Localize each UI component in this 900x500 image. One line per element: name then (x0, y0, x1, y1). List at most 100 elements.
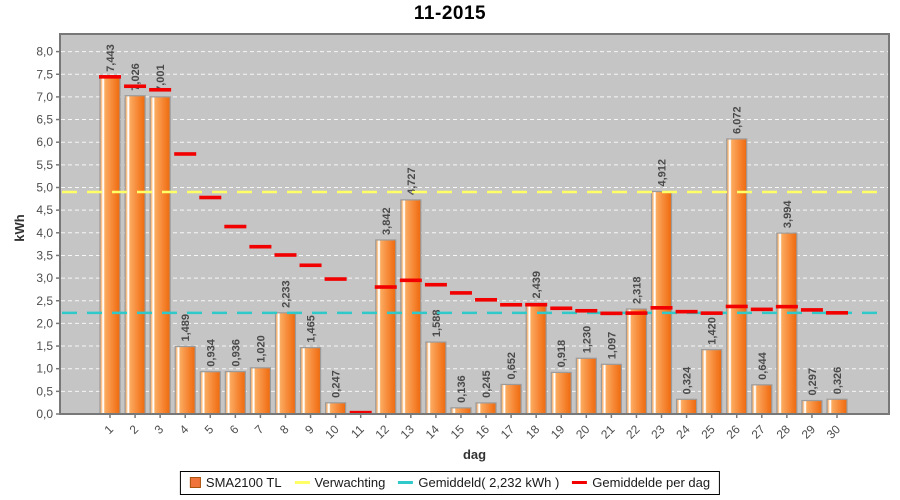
daily-average-marker-30 (826, 311, 849, 315)
daily-average-marker-9 (299, 263, 322, 268)
bar-value-label: 1,020 (255, 335, 267, 363)
bar-day-4 (174, 345, 196, 415)
daily-average-marker-19 (550, 306, 573, 311)
legend-item: Gemiddeld( 2,232 kWh ) (398, 475, 559, 490)
y-tick-label: 1,5 (36, 339, 53, 353)
x-tick-label: 21 (598, 422, 618, 442)
x-tick-label: 28 (774, 422, 794, 442)
bar-day-6 (224, 370, 246, 415)
bar-day-12 (375, 239, 397, 415)
y-tick-label: 7,0 (36, 90, 53, 104)
daily-average-marker-24 (675, 309, 698, 314)
daily-average-marker-8 (274, 253, 297, 257)
x-tick-label: 26 (724, 422, 744, 442)
daily-average-marker-23 (650, 306, 673, 310)
bar-value-label: 0,136 (456, 375, 468, 403)
bar-value-label: 1,420 (707, 317, 719, 345)
daily-average-marker-15 (449, 291, 472, 295)
legend-label: Verwachting (314, 475, 386, 490)
bar-day-14 (425, 341, 447, 415)
bar-day-16 (475, 402, 497, 415)
bar-day-17 (500, 383, 522, 415)
x-tick-label: 12 (373, 422, 393, 442)
bar-day-27 (751, 384, 773, 415)
x-tick-label: 3 (152, 422, 167, 437)
daily-average-marker-5 (199, 195, 222, 200)
daily-average-marker-1 (99, 75, 121, 79)
y-tick-label: 5,0 (36, 181, 53, 195)
plot-border (59, 33, 890, 415)
x-tick-label: 10 (322, 422, 342, 442)
y-tick-label: 7,5 (36, 67, 53, 81)
bar-day-1 (99, 76, 121, 415)
bar-day-24 (675, 398, 698, 415)
y-tick-label: 3,5 (36, 248, 53, 262)
bar-value-label: 0,324 (682, 366, 694, 394)
x-tick-label: 20 (573, 422, 593, 442)
x-tick-label: 17 (498, 422, 518, 442)
y-axis-label: kWh (12, 214, 27, 242)
bar-value-label: 6,072 (732, 106, 744, 134)
legend-marker-square (189, 477, 201, 488)
x-tick-label: 18 (523, 422, 543, 442)
daily-average-marker-11 (349, 410, 372, 415)
bar-day-28 (776, 232, 798, 415)
bar-value-label: 0,652 (506, 352, 518, 380)
legend-item: SMA2100 TL (189, 475, 282, 490)
y-tick-label: 0,0 (36, 407, 53, 421)
bar-day-25 (701, 349, 723, 415)
y-tick-label: 2,0 (36, 316, 53, 330)
y-tick-label: 1,0 (36, 362, 53, 376)
bar-day-10 (325, 402, 347, 415)
y-tick-label: 2,5 (36, 294, 53, 308)
bar-value-label: 2,439 (531, 271, 543, 299)
x-tick-label: 13 (398, 422, 418, 442)
daily-average-marker-4 (174, 152, 197, 156)
daily-average-marker-25 (700, 311, 723, 315)
bar-value-label: 7,001 (155, 64, 167, 92)
bar-day-9 (299, 347, 322, 415)
y-tick-label: 6,0 (36, 135, 53, 149)
bar-value-label: 3,994 (782, 200, 794, 228)
bar-day-22 (625, 308, 648, 415)
x-tick-label: 9 (302, 422, 317, 437)
daily-average-marker-3 (149, 87, 172, 92)
bar-value-label: 0,245 (481, 370, 493, 398)
bar-value-label: 1,588 (431, 310, 443, 338)
bar-day-26 (726, 138, 748, 415)
x-tick-label: 2 (127, 422, 142, 437)
x-tick-label: 4 (177, 422, 192, 437)
bar-day-2 (124, 95, 146, 415)
legend: SMA2100 TL Verwachting Gemiddeld( 2,232 kW… (179, 471, 721, 495)
x-tick-label: 14 (423, 422, 443, 442)
daily-average-marker-13 (399, 278, 422, 283)
daily-average-marker-12 (374, 285, 397, 289)
bar-value-label: 2,233 (280, 280, 292, 308)
bar-value-label: 0,644 (757, 351, 769, 379)
x-tick-label: 1 (101, 422, 116, 437)
x-tick-label: 8 (277, 422, 292, 437)
y-tick-label: 3,0 (36, 271, 53, 285)
bar-value-label: 3,842 (381, 207, 393, 235)
bar-value-label: 1,465 (306, 315, 318, 343)
bar-day-5 (199, 371, 221, 415)
bar-value-label: 0,936 (230, 339, 242, 367)
daily-average-marker-6 (224, 224, 247, 229)
y-tick-label: 0,5 (36, 384, 53, 398)
bar-value-label: 1,489 (180, 314, 192, 342)
daily-average-marker-16 (475, 297, 498, 302)
legend-item: Gemiddelde per dag (572, 475, 710, 490)
bar-day-8 (274, 312, 297, 415)
y-tick-label: 4,0 (36, 226, 53, 240)
bar-value-label: 0,934 (205, 338, 217, 366)
bar-value-label: 7,026 (130, 63, 142, 91)
x-tick-label: 11 (348, 422, 367, 441)
legend-label: Gemiddelde per dag (592, 475, 711, 490)
daily-average-marker-14 (424, 282, 447, 287)
x-axis-label: dag (462, 447, 487, 462)
y-tick-label: 5,5 (36, 158, 53, 172)
bar-day-18 (525, 302, 547, 415)
bar-value-label: 4,727 (406, 167, 418, 195)
bar-value-label: 2,318 (631, 276, 643, 304)
y-tick-label: 8,0 (36, 45, 53, 59)
